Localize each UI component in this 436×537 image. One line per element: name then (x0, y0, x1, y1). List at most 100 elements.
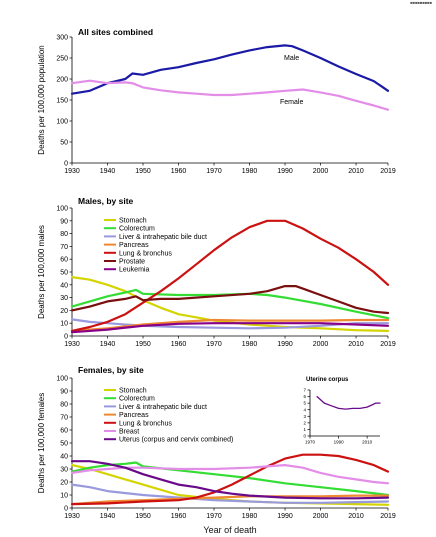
y-tick-label: 0 (64, 505, 68, 512)
y-tick-label: 70 (60, 414, 68, 421)
series-line-leukemia (70, 322, 390, 334)
y-tick-label: 60 (60, 257, 68, 264)
x-tick-label: 1990 (277, 341, 293, 348)
series-line-pancreas (70, 494, 390, 506)
x-tick-label: 1940 (100, 168, 116, 175)
series-line-breast (70, 464, 390, 485)
x-tick-label: 1940 (100, 341, 116, 348)
y-tick-label: 0 (303, 434, 306, 439)
legend-label: Breast (119, 429, 139, 436)
x-tick-label: 1980 (242, 513, 258, 520)
x-axis-title: Year of death (203, 525, 256, 535)
x-tick-label: 2019 (380, 341, 396, 348)
y-tick-label: 3 (303, 414, 306, 419)
series-label: Female (280, 99, 303, 106)
series-line-female (70, 79, 390, 111)
chart-panel-2: Females, by site010203040506070809010019… (37, 365, 396, 520)
y-tick-label: 20 (60, 479, 68, 486)
series-line-male (70, 44, 390, 95)
series-label: Male (284, 55, 299, 62)
y-tick-label: 50 (60, 269, 68, 276)
x-tick-label: 2000 (313, 168, 329, 175)
x-tick-label: 1930 (64, 341, 80, 348)
x-tick-label: 2019 (380, 168, 396, 175)
legend-label: Liver & intrahepatic bile duct (119, 404, 207, 411)
x-tick-label: 1950 (135, 341, 151, 348)
y-tick-label: 90 (60, 388, 68, 395)
y-tick-label: 50 (60, 440, 68, 447)
x-tick-label: 1950 (135, 168, 151, 175)
y-tick-label: 100 (56, 205, 68, 212)
x-tick-label: 1960 (171, 513, 187, 520)
y-axis-label: Deaths per 100,000 males (37, 225, 46, 319)
y-tick-label: 300 (56, 34, 68, 41)
y-tick-label: 60 (60, 427, 68, 434)
legend-label: Uterus (corpus and cervix combined) (119, 437, 233, 444)
x-tick-label: 2000 (313, 513, 329, 520)
y-tick-label: 200 (56, 76, 68, 83)
y-tick-label: 10 (60, 321, 68, 328)
y-axis-label: Deaths per 100,000 females (37, 393, 46, 494)
x-tick-label: 1960 (171, 341, 187, 348)
y-tick-label: 6 (303, 394, 306, 399)
series-line-uterine-corpus (316, 395, 381, 410)
x-tick-label: 1940 (100, 513, 116, 520)
legend-label: Prostate (119, 259, 145, 266)
y-tick-label: 1 (303, 427, 306, 432)
legend-label: Liver & intrahepatic bile duct (119, 234, 207, 241)
x-tick-label: 1950 (135, 513, 151, 520)
y-tick-label: 80 (60, 231, 68, 238)
y-tick-label: 100 (56, 375, 68, 382)
series-line-prostate (70, 285, 390, 315)
x-tick-label: 1990 (277, 168, 293, 175)
x-tick-label: 1980 (242, 341, 258, 348)
y-tick-label: 0 (64, 160, 68, 167)
y-tick-label: 150 (56, 97, 68, 104)
y-tick-label: 2 (303, 420, 306, 425)
y-tick-label: 250 (56, 55, 68, 62)
series-line-colorectum (70, 288, 390, 320)
y-tick-label: 30 (60, 295, 68, 302)
legend-label: Lung & bronchus (119, 420, 172, 427)
x-tick-label: 2010 (348, 513, 364, 520)
x-tick-label: 1970 (206, 341, 222, 348)
x-tick-label: 2010 (362, 440, 373, 445)
legend-label: Lung & bronchus (119, 250, 172, 257)
x-tick-label: 1980 (242, 168, 258, 175)
chart-title: Females, by site (78, 365, 144, 375)
legend-label: Leukemia (119, 267, 149, 274)
y-tick-label: 40 (60, 282, 68, 289)
x-tick-label: 1970 (305, 440, 316, 445)
y-tick-label: 0 (64, 333, 68, 340)
series-line-liver-intrahepatic-bile-duct (70, 483, 390, 504)
legend-label: Pancreas (119, 242, 149, 249)
series-line-colorectum (70, 461, 390, 497)
y-tick-label: 4 (303, 407, 306, 412)
series-line-lung-bronchus (70, 219, 390, 332)
corner-watermark-text: ■■■■■■■■■ (410, 0, 432, 5)
x-tick-label: 1930 (64, 168, 80, 175)
chart-title: Uterine corpus (306, 377, 349, 383)
x-tick-label: 1990 (277, 513, 293, 520)
chart-panel-3: Uterine corpus 0 1 23 45 67 1970 1990 2010 (303, 377, 381, 445)
x-tick-label: 1970 (206, 513, 222, 520)
y-tick-label: 100 (56, 118, 68, 125)
series-line-uterus-corpus-and-cervix-combined (70, 460, 390, 500)
chart-panel-1: Males, by site 0 10 20 30 40 50 60 70 80 90 100 1930… (37, 196, 396, 348)
y-tick-label: 10 (60, 492, 68, 499)
y-tick-label: 30 (60, 466, 68, 473)
legend-label: Stomach (119, 388, 147, 395)
x-tick-label: 2019 (380, 513, 396, 520)
legend-label: Pancreas (119, 412, 149, 419)
legend-label: Colorectum (119, 226, 155, 233)
x-tick-label: 1990 (334, 440, 345, 445)
y-tick-label: 90 (60, 218, 68, 225)
x-tick-label: 2010 (348, 168, 364, 175)
y-tick-label: 70 (60, 244, 68, 251)
y-tick-label: 20 (60, 308, 68, 315)
series-line-lung-bronchus (70, 453, 390, 506)
x-tick-label: 1930 (64, 513, 80, 520)
x-tick-label: 2000 (313, 341, 329, 348)
series-line-stomach (70, 276, 390, 332)
